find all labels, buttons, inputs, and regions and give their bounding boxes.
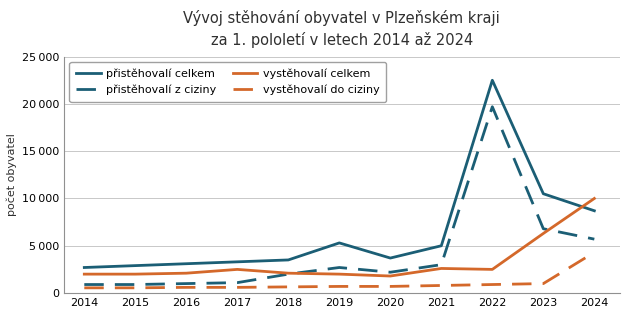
Y-axis label: počet obyvatel: počet obyvatel (7, 134, 17, 216)
Title: Vývoj stěhování obyvatel v Plzeňském kraji
za 1. pololetí v letech 2014 až 2024: Vývoj stěhování obyvatel v Plzeňském kra… (183, 10, 500, 49)
Legend: přistěhovalí celkem, přistěhovalí z ciziny, vystěhovalí celkem, vystěhovalí do c: přistěhovalí celkem, přistěhovalí z cizi… (70, 62, 387, 102)
